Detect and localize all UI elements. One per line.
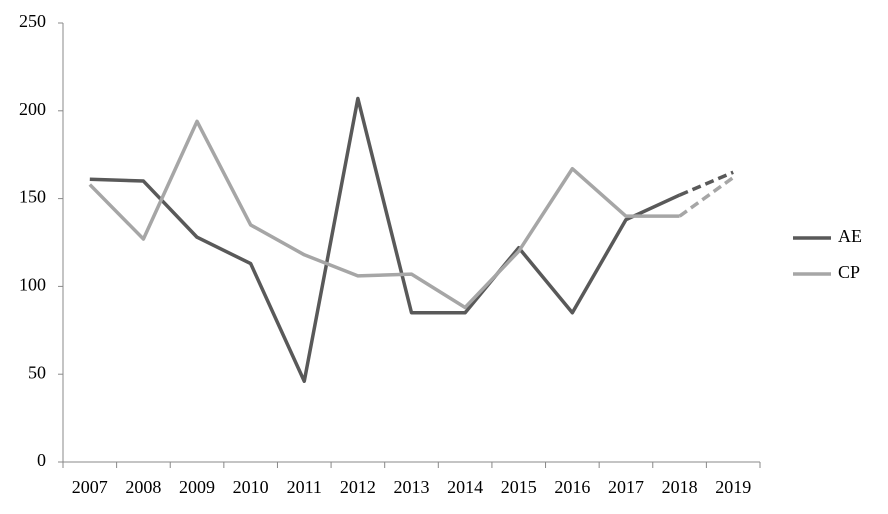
x-tick-label: 2015 (501, 477, 537, 497)
x-tick-label: 2019 (715, 477, 751, 497)
y-tick-label: 50 (28, 362, 46, 382)
x-tick-label: 2017 (608, 477, 644, 497)
x-tick-label: 2010 (233, 477, 269, 497)
legend-label: CP (838, 262, 860, 282)
x-tick-label: 2012 (340, 477, 376, 497)
x-tick-label: 2016 (554, 477, 590, 497)
x-tick-label: 2007 (72, 477, 108, 497)
y-tick-label: 150 (19, 187, 46, 207)
x-tick-label: 2018 (662, 477, 698, 497)
series-line-dashed (678, 170, 734, 197)
y-tick-label: 100 (19, 275, 46, 295)
y-tick-label: 250 (19, 11, 46, 31)
y-tick-label: 200 (19, 99, 46, 119)
x-tick-label: 2008 (125, 477, 161, 497)
legend-label: AE (838, 226, 862, 246)
x-tick-label: 2014 (447, 477, 483, 497)
x-tick-label: 2013 (394, 477, 430, 497)
series-line-dashed (678, 176, 735, 218)
x-tick-label: 2011 (287, 477, 322, 497)
series-line (88, 119, 680, 310)
x-tick-label: 2009 (179, 477, 215, 497)
y-tick-label: 0 (37, 450, 46, 470)
series-line (89, 96, 681, 383)
